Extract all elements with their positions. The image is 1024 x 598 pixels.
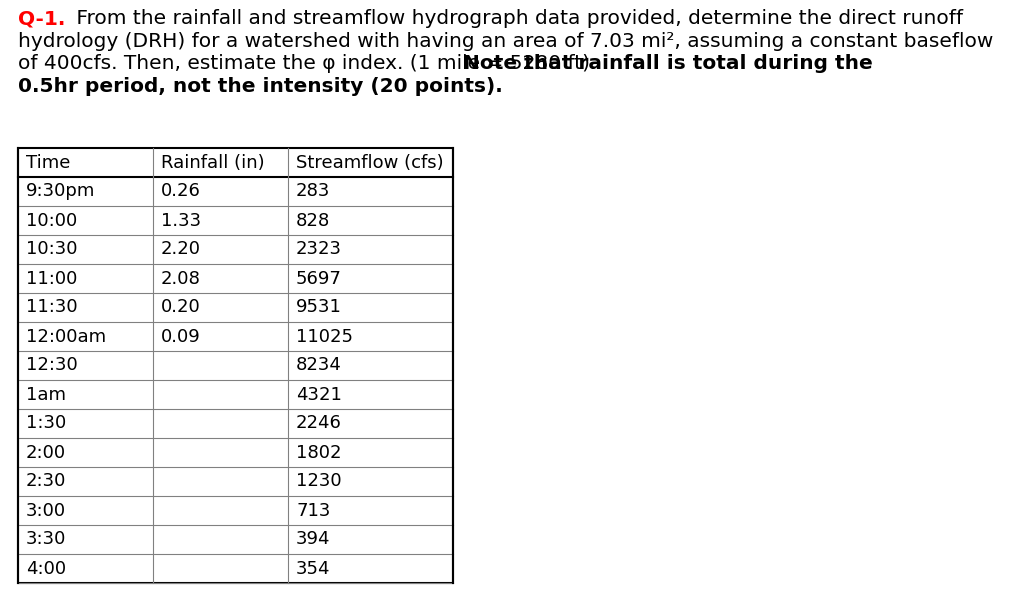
Text: 1:30: 1:30 xyxy=(26,414,67,432)
Text: 9531: 9531 xyxy=(296,298,342,316)
Text: 2:00: 2:00 xyxy=(26,444,67,462)
Text: hydrology (DRH) for a watershed with having an area of 7.03 mi², assuming a cons: hydrology (DRH) for a watershed with hav… xyxy=(18,32,993,51)
Text: 10:30: 10:30 xyxy=(26,240,78,258)
Text: 2246: 2246 xyxy=(296,414,342,432)
Text: 1am: 1am xyxy=(26,386,66,404)
Text: 2323: 2323 xyxy=(296,240,342,258)
Bar xyxy=(18,148,453,583)
Text: 4:00: 4:00 xyxy=(26,560,67,578)
Text: 1.33: 1.33 xyxy=(161,212,201,230)
Text: 0.09: 0.09 xyxy=(161,328,201,346)
Text: 828: 828 xyxy=(296,212,331,230)
Text: 9:30pm: 9:30pm xyxy=(26,182,95,200)
Text: 2.08: 2.08 xyxy=(161,270,201,288)
Text: 11:00: 11:00 xyxy=(26,270,78,288)
Text: 0.5hr period, not the intensity (20 points).: 0.5hr period, not the intensity (20 poin… xyxy=(18,77,503,96)
Text: Rainfall (in): Rainfall (in) xyxy=(161,154,264,172)
Text: 3:30: 3:30 xyxy=(26,530,67,548)
Text: Q-1.: Q-1. xyxy=(18,10,66,29)
Text: Streamflow (cfs): Streamflow (cfs) xyxy=(296,154,443,172)
Text: 11:30: 11:30 xyxy=(26,298,78,316)
Text: 12:30: 12:30 xyxy=(26,356,78,374)
Text: 0.20: 0.20 xyxy=(161,298,201,316)
Text: Note that rainfall is total during the: Note that rainfall is total during the xyxy=(463,54,872,74)
Text: 1230: 1230 xyxy=(296,472,342,490)
Text: 11025: 11025 xyxy=(296,328,353,346)
Text: 2:30: 2:30 xyxy=(26,472,67,490)
Text: 10:00: 10:00 xyxy=(26,212,77,230)
Text: Time: Time xyxy=(26,154,71,172)
Text: 283: 283 xyxy=(296,182,331,200)
Text: 5697: 5697 xyxy=(296,270,342,288)
Text: 4321: 4321 xyxy=(296,386,342,404)
Text: of 400cfs. Then, estimate the φ index. (1 mile = 5280 ft).: of 400cfs. Then, estimate the φ index. (… xyxy=(18,54,603,74)
Text: 8234: 8234 xyxy=(296,356,342,374)
Text: 12:00am: 12:00am xyxy=(26,328,106,346)
Text: 354: 354 xyxy=(296,560,331,578)
Text: 1802: 1802 xyxy=(296,444,341,462)
Text: 3:00: 3:00 xyxy=(26,502,67,520)
Text: 2.20: 2.20 xyxy=(161,240,201,258)
Text: 713: 713 xyxy=(296,502,331,520)
Text: From the rainfall and streamflow hydrograph data provided, determine the direct : From the rainfall and streamflow hydrogr… xyxy=(70,10,963,29)
Text: 0.26: 0.26 xyxy=(161,182,201,200)
Text: 394: 394 xyxy=(296,530,331,548)
